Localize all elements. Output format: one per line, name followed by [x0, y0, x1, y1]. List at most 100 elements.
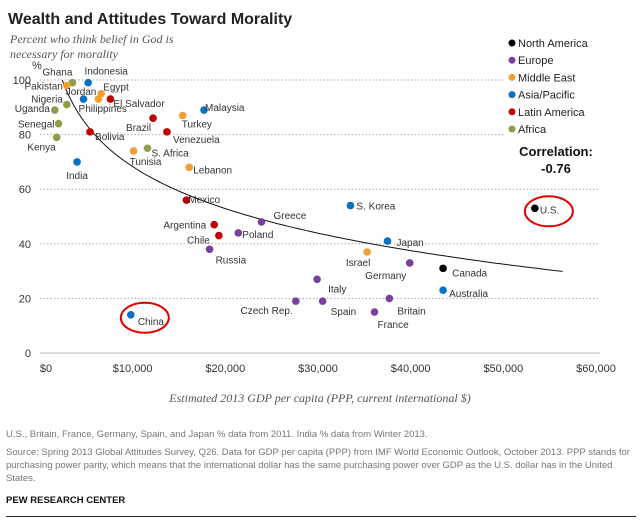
legend-label-asia-pacific: Asia/Pacific	[518, 90, 575, 102]
x-tick-label: $50,000	[483, 363, 523, 375]
x-tick-label: $20,000	[205, 363, 245, 375]
legend-label-europe: Europe	[518, 55, 553, 67]
y-tick-label: 80	[19, 130, 31, 142]
y-unit-label: %	[32, 60, 42, 72]
label-indonesia: Indonesia	[84, 67, 128, 78]
label-japan: Japan	[397, 238, 424, 249]
label-turkey: Turkey	[182, 119, 212, 130]
legend: North America Europe Middle East Asia/Pacif…	[508, 38, 589, 136]
label-china: China	[138, 317, 165, 328]
point-china	[127, 310, 135, 319]
label-italy: Italy	[328, 284, 346, 295]
point-tunisia	[129, 147, 138, 155]
legend-marker-asia-pacific	[508, 91, 516, 99]
legend-marker-europe	[508, 56, 516, 64]
x-tick-label: $10,000	[113, 363, 153, 375]
chart-title: Wealth and Attitudes Toward Morality	[8, 11, 292, 28]
correlation-label: Correlation:	[519, 144, 593, 159]
point-indonesia	[84, 78, 92, 87]
point-india	[73, 158, 81, 166]
y-axis-title-line1: Percent who think belief in God is	[9, 32, 174, 46]
y-tick-label: 60	[19, 184, 31, 196]
x-tick-labels: $0 $10,000 $20,000 $30,000 $40,000 $50,000 $60…	[40, 363, 616, 375]
label-jordan: Jordan	[66, 87, 97, 98]
point-senegal	[54, 119, 63, 128]
point-france	[370, 308, 379, 316]
label-philippines: Philippines	[79, 104, 127, 115]
point-el-salvador	[106, 95, 115, 103]
label-chile: Chile	[187, 236, 210, 247]
legend-marker-africa	[508, 125, 516, 133]
point-canada	[439, 264, 447, 273]
legend-marker-middle-east	[508, 73, 516, 81]
label-greece: Greece	[273, 211, 306, 222]
label-ghana: Ghana	[42, 68, 72, 79]
x-tick-label: $0	[40, 363, 52, 375]
y-tick-label: 100	[13, 75, 31, 87]
label-germany: Germany	[365, 271, 406, 282]
x-tick-label: $30,000	[298, 363, 338, 375]
label-canada: Canada	[452, 268, 487, 279]
label-lebanon: Lebanon	[193, 165, 232, 176]
label-malaysia: Malaysia	[205, 103, 245, 114]
label-mexico: Mexico	[188, 195, 220, 206]
point-russia	[205, 245, 214, 254]
point-pakistan	[63, 81, 71, 90]
label-spain: Spain	[331, 307, 357, 318]
point-turkey	[178, 111, 187, 120]
label-s-korea: S. Korea	[356, 202, 395, 213]
legend-label-middle-east: Middle East	[518, 72, 575, 84]
footer-rule	[6, 516, 636, 517]
legend-label-north-america: North America	[518, 38, 589, 50]
label-australia: Australia	[449, 289, 488, 300]
point-japan	[383, 237, 392, 245]
correlation-value: -0.76	[541, 161, 571, 176]
point-uganda	[51, 106, 59, 114]
y-tick-label: 0	[25, 348, 31, 360]
label-s-africa: S. Africa	[151, 148, 189, 159]
legend-marker-north-america	[508, 39, 516, 47]
label-israel: Israel	[346, 258, 370, 269]
point-spain	[318, 297, 327, 305]
point-u-s	[531, 204, 539, 213]
label-czech-rep: Czech Rep.	[241, 306, 293, 317]
highlight-circles	[119, 195, 574, 334]
brand-label: PEW RESEARCH CENTER	[6, 495, 126, 506]
x-tick-label: $40,000	[391, 363, 431, 375]
data-years-note: U.S., Britain, France, Germany, Spain, a…	[6, 429, 428, 440]
point-s-korea	[346, 201, 355, 210]
point-israel	[363, 248, 371, 256]
x-axis-title: Estimated 2013 GDP per capita (PPP, curr…	[168, 391, 470, 405]
point-s-africa	[143, 144, 152, 153]
label-u-s: U.S.	[540, 205, 559, 216]
point-egypt	[97, 89, 105, 98]
point-australia	[439, 286, 447, 295]
x-tick-label: $60,000	[576, 363, 616, 375]
y-tick-labels: 0 20 40 60 80 100	[13, 75, 31, 360]
point-argentina	[210, 220, 219, 229]
source-note: Source: Spring 2013 Global Attitudes Sur…	[6, 447, 630, 484]
label-uganda: Uganda	[15, 104, 50, 115]
label-bolivia: Bolivia	[95, 132, 125, 143]
label-brazil: Brazil	[126, 123, 151, 134]
point-bolivia	[86, 128, 94, 136]
point-italy	[313, 275, 321, 284]
point-chile	[215, 231, 223, 240]
gridlines	[40, 79, 600, 354]
label-pakistan: Pakistan	[25, 81, 63, 92]
label-tunisia: Tunisia	[130, 157, 162, 168]
label-kenya: Kenya	[27, 142, 56, 153]
label-france: France	[378, 320, 410, 331]
data-points	[51, 78, 539, 319]
label-el-salvador: El Salvador	[113, 99, 165, 110]
highlight-circle-china	[119, 301, 170, 334]
point-brazil	[149, 114, 157, 123]
point-nigeria	[63, 100, 71, 109]
label-argentina: Argentina	[163, 221, 206, 232]
point-philippines	[79, 95, 88, 103]
point-mexico	[182, 196, 191, 204]
label-venezuela: Venezuela	[173, 135, 220, 146]
y-tick-label: 20	[19, 293, 31, 305]
